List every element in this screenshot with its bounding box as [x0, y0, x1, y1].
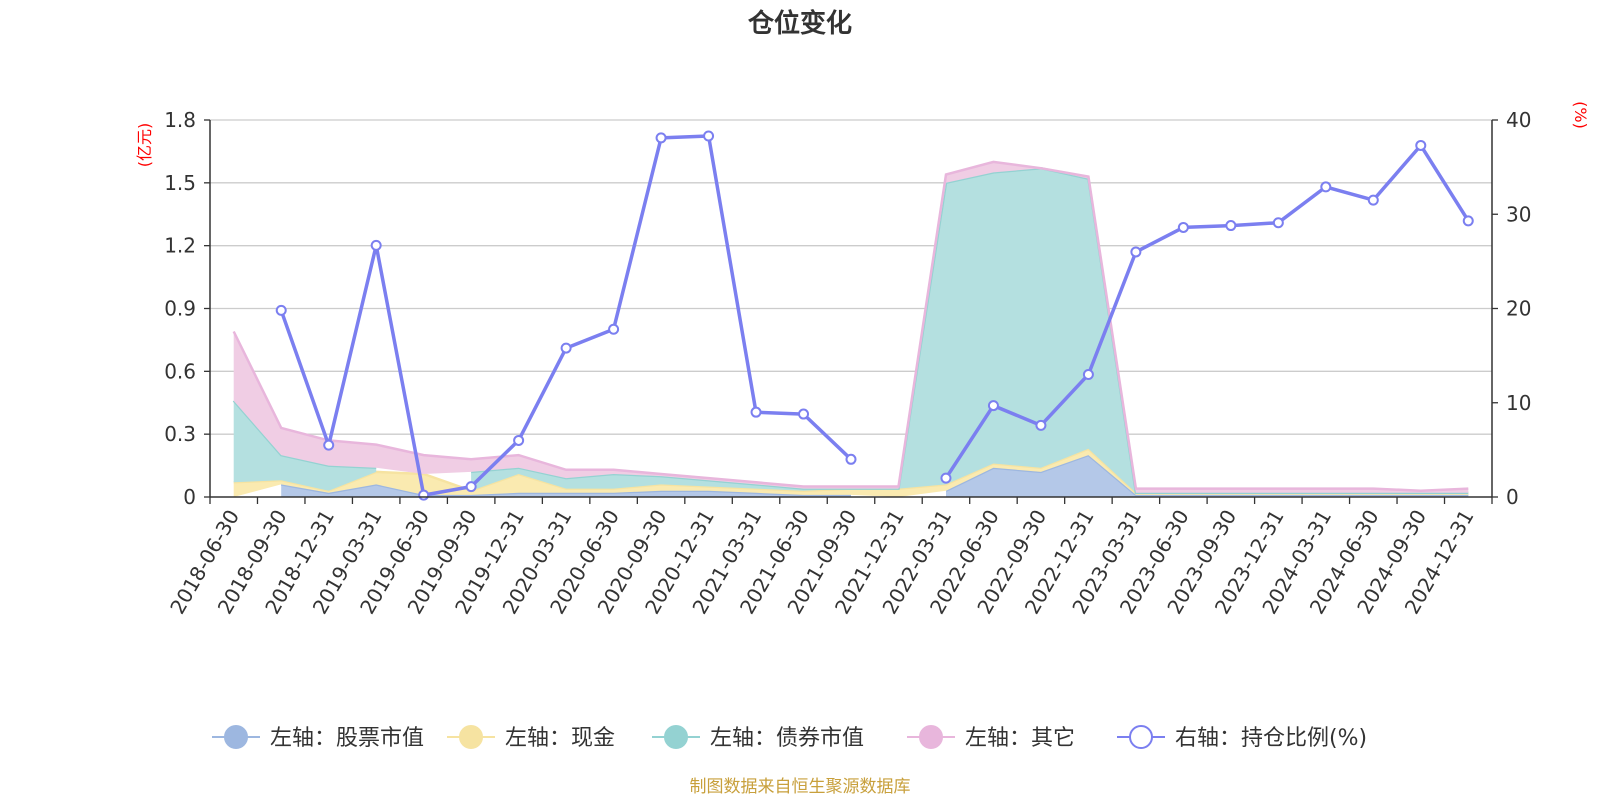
ratio-point: [987, 400, 999, 412]
ratio-point: [1035, 419, 1047, 431]
ratio-point: [275, 304, 287, 316]
ratio-line: [275, 130, 1474, 501]
legend: 左轴：股票市值 左轴：现金 左轴：债券市值 左轴：其它 右轴：持仓比例(%): [212, 725, 1367, 751]
ratio-point: [798, 408, 810, 420]
ratio-point: [1130, 246, 1142, 258]
area-series-3: [233, 161, 1469, 493]
left-tick-label: 0.6: [164, 359, 196, 383]
ratio-point: [513, 434, 525, 446]
left-tick-label: 1.8: [164, 108, 196, 132]
area-edge-series-3: [232, 160, 1469, 492]
left-tick-label: 1.2: [164, 234, 196, 258]
right-tick-label: 0: [1506, 485, 1519, 509]
legend-label: 右轴：持仓比例(%): [1175, 726, 1367, 751]
legend-marker: [1129, 725, 1153, 749]
right-axis-unit: (%): [1571, 101, 1590, 129]
ratio-point: [750, 406, 762, 418]
ratio-line-path: [944, 143, 1470, 480]
ratio-point: [1367, 194, 1379, 206]
legend-label: 左轴：其它: [965, 726, 1075, 751]
chart-title: 仓位变化: [747, 8, 852, 39]
ratio-point: [845, 453, 857, 465]
left-tick-label: 0: [183, 485, 196, 509]
left-tick-label: 0.9: [164, 297, 196, 321]
ratio-point: [655, 132, 667, 144]
left-tick-label: 1.5: [164, 171, 196, 195]
data-source-note: 制图数据来自恒生聚源数据库: [690, 777, 911, 797]
area-series-2: [233, 400, 377, 491]
stacked-areas: [232, 160, 1469, 497]
legend-marker: [919, 725, 943, 749]
ratio-point: [1462, 215, 1474, 227]
area-series-1: [233, 448, 1469, 497]
legend-marker: [459, 725, 483, 749]
ratio-point: [940, 472, 952, 484]
right-tick-label: 30: [1506, 202, 1531, 226]
ratio-line-path: [279, 134, 853, 497]
ratio-point: [323, 439, 335, 451]
ratio-point: [1320, 181, 1332, 193]
right-tick-label: 40: [1506, 108, 1531, 132]
area-series-0: [281, 484, 851, 497]
ratio-point: [560, 342, 572, 354]
grid-lines: [210, 119, 1492, 435]
legend-marker: [664, 725, 688, 749]
ratio-point: [703, 130, 715, 142]
ratio-point: [608, 323, 620, 335]
ratio-point: [1082, 368, 1094, 380]
legend-label: 左轴：现金: [505, 726, 615, 751]
legend-marker: [224, 725, 248, 749]
ratio-point: [1272, 217, 1284, 229]
ratio-point: [370, 239, 382, 251]
legend-label: 左轴：股票市值: [270, 726, 424, 751]
ratio-point: [1177, 221, 1189, 233]
right-tick-label: 20: [1506, 297, 1531, 321]
left-tick-label: 0.3: [164, 422, 196, 446]
ratio-point: [418, 489, 430, 501]
ratio-point: [1415, 139, 1427, 151]
ratio-point: [1225, 220, 1237, 232]
area-series-0: [946, 455, 1469, 497]
left-axis-unit: (亿元): [135, 123, 154, 168]
right-tick-label: 10: [1506, 391, 1531, 415]
area-series-2: [471, 168, 1469, 493]
ratio-point: [465, 481, 477, 493]
legend-label: 左轴：债券市值: [710, 726, 864, 751]
